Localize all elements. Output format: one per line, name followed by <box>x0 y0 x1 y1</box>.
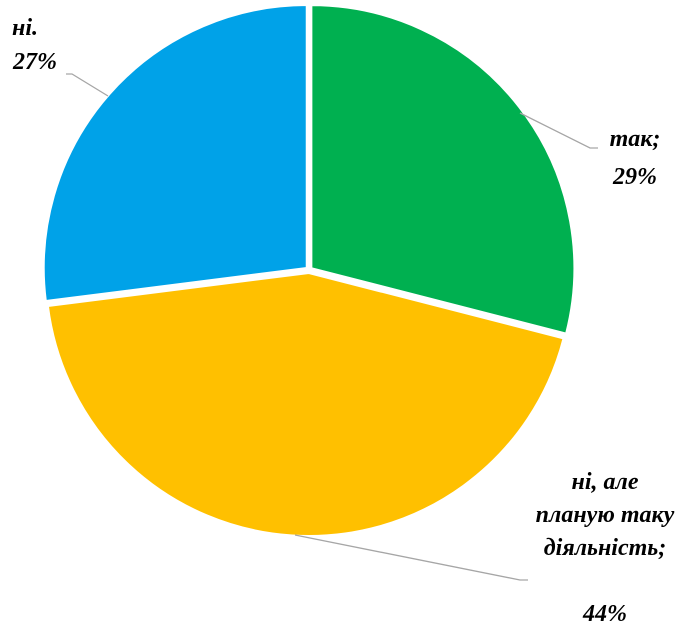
pie-slice <box>42 4 308 303</box>
leader-line <box>519 112 598 149</box>
slice-label: так; <box>609 126 661 152</box>
leader-line <box>294 534 528 581</box>
leader-line <box>66 73 109 97</box>
slice-value-label: 29% <box>613 164 657 190</box>
slice-value-label: 27% <box>13 49 57 75</box>
pie-slice <box>310 4 576 335</box>
slice-label: ні, але планую таку діяльність; <box>535 469 675 561</box>
slice-label: ні. <box>12 15 38 41</box>
slice-value-label: 44% <box>583 601 627 621</box>
pie-slice <box>46 271 565 537</box>
